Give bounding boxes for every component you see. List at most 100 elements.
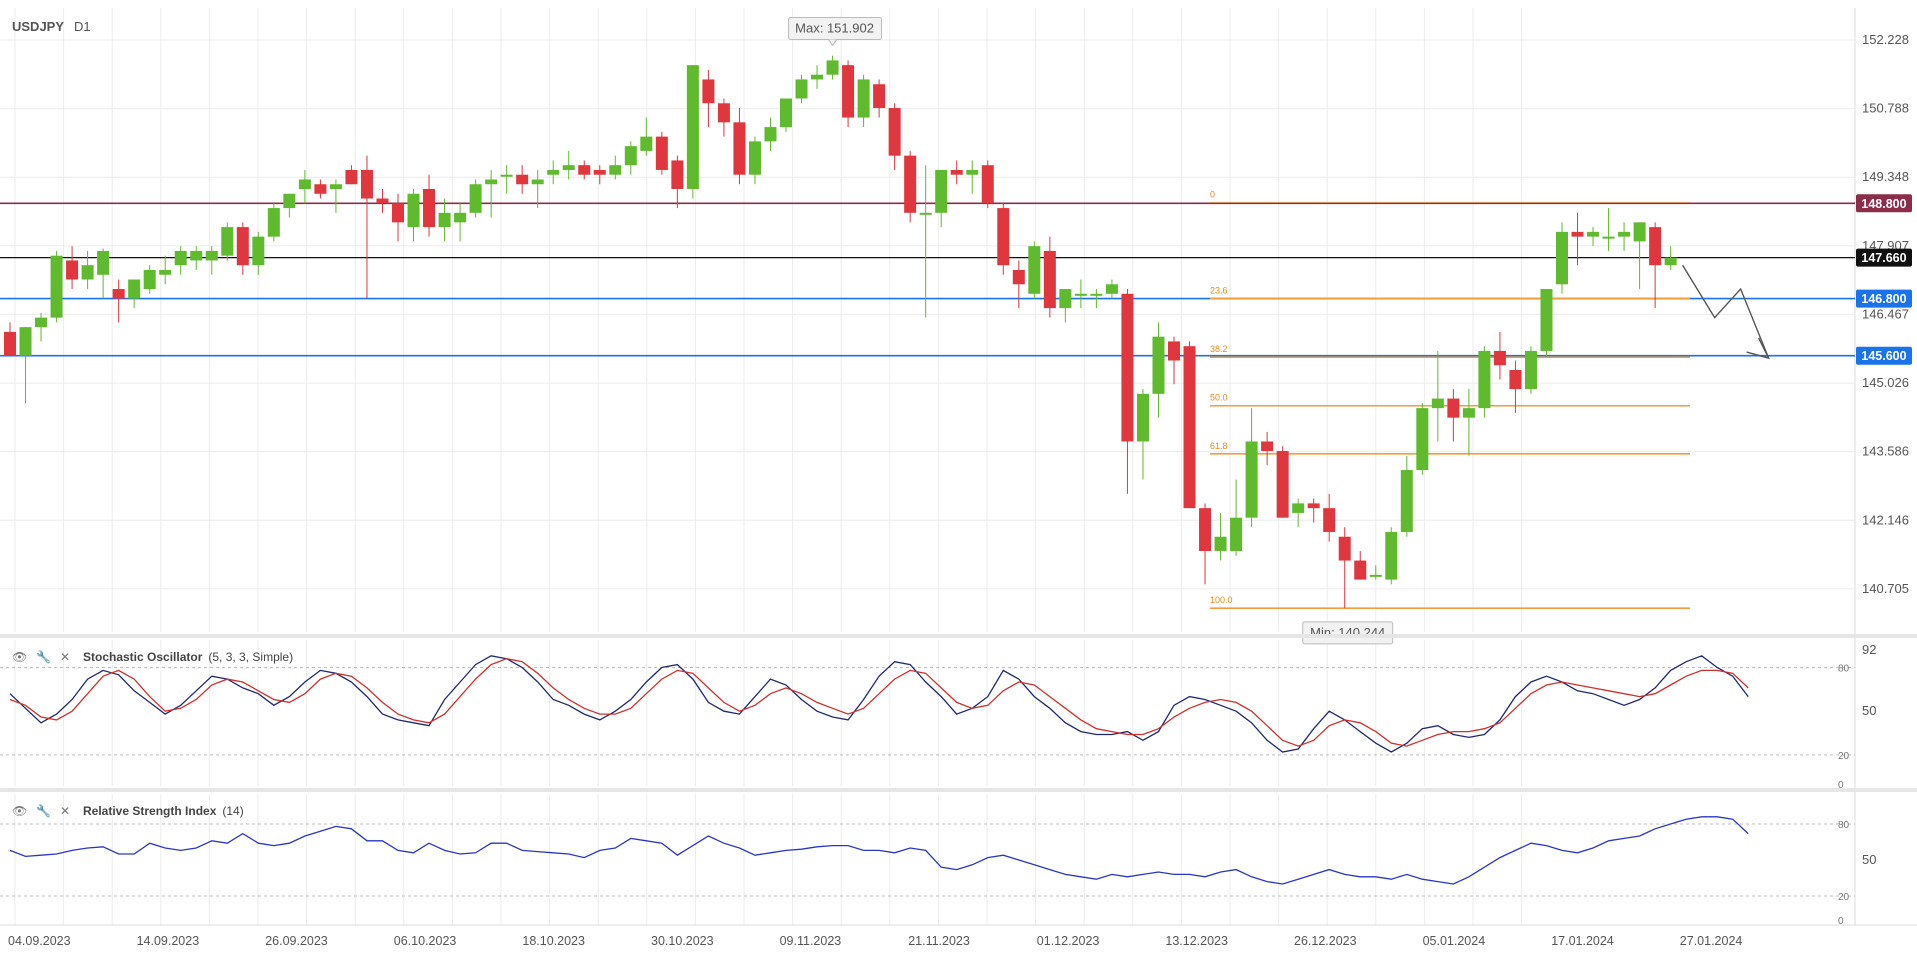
candle-body [1385, 531, 1398, 580]
candle-body [950, 169, 963, 175]
candle-body [360, 169, 373, 199]
candle [314, 179, 327, 199]
eye-icon[interactable]: 👁 [12, 804, 27, 818]
candle-body [609, 165, 622, 175]
wrench-icon[interactable]: 🔧 [36, 803, 51, 818]
candle [780, 98, 792, 132]
candle-body [252, 236, 265, 266]
candle-body [1587, 231, 1600, 237]
price-tag-text: 146.800 [1861, 292, 1906, 306]
candle-body [1090, 293, 1103, 296]
price-tag-text: 148.800 [1861, 197, 1906, 211]
candle-body [128, 279, 141, 299]
candle [981, 160, 994, 209]
candle [1074, 279, 1087, 309]
projection-arrow[interactable] [1682, 264, 1770, 360]
candle-body [174, 250, 187, 266]
candle-body [888, 108, 901, 156]
candle-body [1276, 450, 1289, 518]
candle [423, 174, 436, 237]
date-tick-label: 27.01.2024 [1680, 934, 1743, 948]
rsi-pane-header: 👁 🔧 ✕ Relative Strength Index (14) [12, 803, 244, 818]
candle [1059, 289, 1072, 323]
candle-body [1493, 350, 1506, 366]
candle [221, 222, 234, 261]
candle-body [376, 198, 389, 204]
candle-body [283, 193, 296, 209]
pane-separator[interactable] [0, 634, 1917, 638]
fibonacci-retracement[interactable]: 0 23.6 38.2 50.0 61.8 100.0 [1210, 189, 1690, 609]
date-tick-label: 17.01.2024 [1551, 934, 1614, 948]
date-axis[interactable]: 04.09.2023 14.09.2023 26.09.2023 06.10.2023… [8, 934, 1742, 948]
candle [1431, 350, 1444, 442]
candle [1369, 565, 1382, 580]
candle [1338, 527, 1351, 609]
candle-body [1152, 336, 1165, 394]
price-tag-box [1856, 248, 1912, 267]
price-tag: 146.800 [1856, 289, 1912, 308]
price-tick-label: 149.348 [1862, 169, 1909, 184]
horizontal-levels[interactable] [0, 202, 1855, 357]
candle-body [1059, 289, 1072, 309]
candle [1618, 222, 1631, 251]
candle-body [748, 141, 761, 175]
candle [1292, 498, 1305, 528]
candle [717, 98, 730, 137]
candle-body [314, 184, 327, 194]
candle [438, 198, 451, 242]
candle [842, 60, 855, 128]
wrench-icon[interactable]: 🔧 [36, 649, 51, 664]
indicator-line [9, 655, 1749, 753]
candle-body [1478, 350, 1491, 409]
candle-body [298, 179, 311, 190]
max-label-pointer [828, 39, 837, 47]
candle [1556, 222, 1568, 294]
candle-body [593, 169, 606, 175]
price-tag: 148.800 [1856, 194, 1912, 213]
candle-body [407, 193, 420, 228]
candle-body [438, 212, 451, 228]
candle-body [562, 165, 575, 170]
candle [329, 179, 342, 213]
candle [1043, 236, 1056, 318]
candle-body [4, 331, 16, 356]
eye-icon[interactable]: 👁 [12, 650, 27, 664]
close-icon[interactable]: ✕ [60, 650, 70, 664]
indicator-tick-label: 50 [1862, 852, 1876, 867]
candle [935, 169, 948, 228]
pane-separator[interactable] [0, 788, 1917, 792]
candle-body [1012, 269, 1025, 285]
candle-body [1121, 293, 1134, 442]
candle-body [578, 165, 591, 175]
candle-body [1618, 231, 1631, 237]
candle-body [50, 255, 63, 318]
candle [1307, 498, 1320, 523]
candle-body [531, 179, 544, 185]
candle [640, 117, 653, 156]
candle [1633, 222, 1646, 290]
candle [252, 231, 265, 275]
candle [1416, 403, 1429, 475]
candle-body [1230, 517, 1243, 552]
candle-body [826, 60, 839, 75]
candle-body [795, 79, 808, 99]
candle [112, 279, 125, 323]
candle [407, 189, 420, 242]
candle-body [190, 250, 203, 261]
indicator-tick-label: 20 [1838, 751, 1850, 762]
candle [888, 103, 901, 170]
candle-body [857, 79, 870, 118]
projection-path [1682, 264, 1770, 359]
price-axis[interactable]: 152.228150.788149.348147.907146.467145.0… [1862, 32, 1909, 596]
date-tick-label: 18.10.2023 [522, 934, 585, 948]
candle-body [236, 227, 249, 266]
candle [1493, 331, 1506, 380]
candle-body [469, 184, 482, 213]
indicator-line [9, 816, 1749, 885]
candle-body [764, 127, 777, 142]
candle [376, 189, 389, 213]
close-icon[interactable]: ✕ [60, 804, 70, 818]
candle [904, 150, 917, 223]
candle-body [1028, 246, 1041, 294]
